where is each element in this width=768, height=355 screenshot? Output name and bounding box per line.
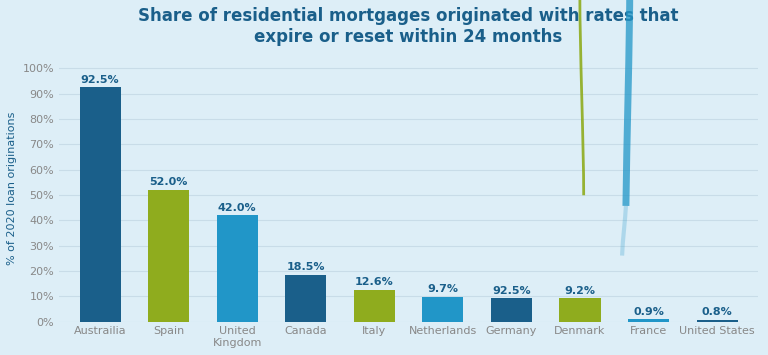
- Text: 9.2%: 9.2%: [564, 286, 595, 296]
- Text: 92.5%: 92.5%: [492, 286, 531, 296]
- Bar: [628, 319, 669, 322]
- Text: 52.0%: 52.0%: [150, 178, 188, 187]
- Bar: [697, 320, 738, 322]
- Bar: [354, 290, 395, 322]
- Text: 9.7%: 9.7%: [428, 284, 458, 295]
- Bar: [148, 190, 189, 322]
- Text: 12.6%: 12.6%: [355, 277, 394, 287]
- Bar: [422, 297, 463, 322]
- Text: 42.0%: 42.0%: [218, 203, 257, 213]
- Text: 0.9%: 0.9%: [633, 307, 664, 317]
- Text: 0.8%: 0.8%: [702, 307, 733, 317]
- Bar: [559, 298, 601, 322]
- Text: 18.5%: 18.5%: [286, 262, 325, 272]
- Bar: [285, 275, 326, 322]
- Bar: [491, 298, 532, 322]
- Y-axis label: % of 2020 loan originations: % of 2020 loan originations: [7, 112, 17, 265]
- Title: Share of residential mortgages originated with rates that
expire or reset within: Share of residential mortgages originate…: [138, 7, 679, 46]
- Bar: [217, 215, 258, 322]
- Bar: [80, 87, 121, 322]
- Text: 92.5%: 92.5%: [81, 75, 120, 85]
